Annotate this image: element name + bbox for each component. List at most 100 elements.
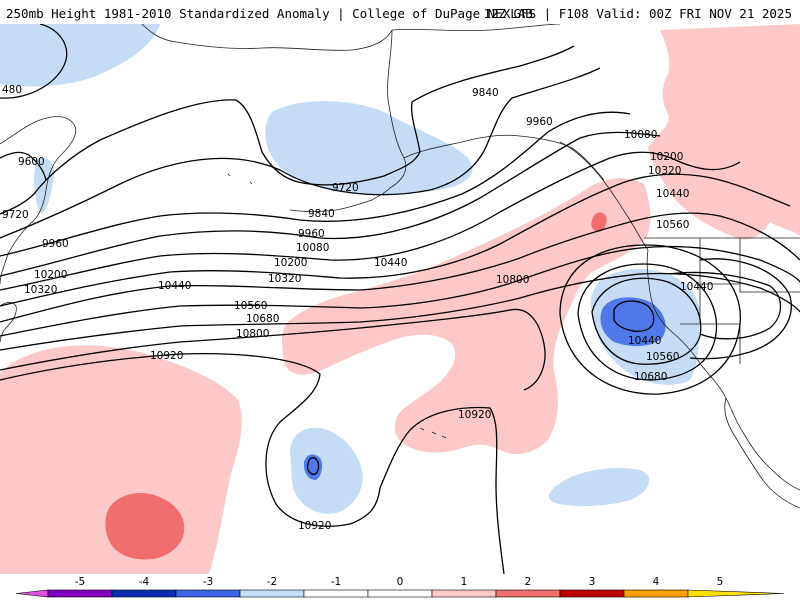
coastline-alaska-north (391, 24, 561, 31)
contour-9600 (0, 151, 47, 181)
contour-label: 10560 (234, 300, 267, 312)
contour-label: 10680 (634, 371, 667, 383)
map-header: 250mb Height 1981-2010 Standardized Anom… (0, 0, 800, 24)
contour-label: 10560 (646, 351, 679, 363)
coastline-alaska (141, 24, 605, 201)
positive-anomaly-canada (648, 24, 800, 240)
colorbar-tick-label: 2 (525, 576, 532, 588)
contour-9840 (0, 67, 601, 239)
contour-label: 10200 (274, 257, 307, 269)
contour-10680-cutoff (559, 244, 741, 395)
colorbar-tick-label: -4 (139, 576, 150, 588)
colorbar-segment (495, 589, 561, 598)
contour-label: 10800 (236, 328, 269, 340)
contour-labels: 480 9600 9720 9720 9840 9840 9960 9960 9… (2, 84, 713, 532)
contour-label: 10680 (246, 313, 279, 325)
contour-10560 (0, 245, 800, 337)
coastline-mexico-gulf (724, 397, 800, 509)
hawaii-islands (419, 427, 447, 439)
height-contours (0, 24, 800, 574)
coastline-west-us (646, 249, 800, 491)
contour-label: 10440 (680, 281, 713, 293)
contour-10800 (0, 308, 546, 391)
contour-label: 9720 (2, 209, 29, 221)
negative-anomaly-northwest-corner (0, 24, 160, 87)
contour-label: 10440 (158, 280, 191, 292)
contour-label: 10200 (34, 269, 67, 281)
colorbar-tick-label: -3 (203, 576, 213, 588)
map-panel: 480 9600 9720 9720 9840 9840 9960 9960 9… (0, 24, 800, 574)
contour-10320 (0, 173, 791, 307)
colorbar-segment (239, 589, 305, 598)
negative-anomaly-hawaii-low (290, 427, 363, 514)
negative-anomaly-california-core (600, 297, 666, 347)
contour-label: 10440 (628, 335, 661, 347)
colorbar-tick-label: 3 (589, 576, 596, 588)
state-borders (680, 238, 800, 364)
contour-label: 9840 (308, 208, 335, 220)
colorbar-graphic: -5 -4 -3 -2 -1 0 1 2 3 4 5 (15, 576, 785, 598)
contour-cal-inner (613, 300, 655, 332)
contour-label: 10440 (374, 257, 407, 269)
contour-label: 9960 (526, 116, 553, 128)
colorbar-tick-label: -1 (331, 576, 341, 588)
coastlines (0, 24, 800, 509)
colorbar-segment (175, 589, 241, 598)
contour-label: 10920 (150, 350, 183, 362)
contour-label: 10080 (624, 129, 657, 141)
positive-anomaly-central-pacific-core (105, 492, 185, 560)
contour-label: 10320 (648, 165, 681, 177)
negative-anomaly-southeast (548, 468, 650, 507)
contour-10440-cutoff (591, 277, 702, 365)
contour-10560-cutoff (577, 263, 718, 381)
coastline-bc-coast (559, 141, 649, 251)
contour-label: 10080 (296, 242, 329, 254)
contour-label: 9960 (42, 238, 69, 250)
contour-10560-east (689, 258, 792, 360)
contour-label: 480 (2, 84, 22, 96)
contour-label: 10320 (24, 284, 57, 296)
contour-9720-upper (0, 45, 575, 215)
colorbar-tick-label: 1 (461, 576, 468, 588)
contour-label: 9600 (18, 156, 45, 168)
colorbar-arrow-left (15, 589, 49, 598)
contour-9960 (0, 111, 631, 257)
contour-label: 10200 (650, 151, 683, 163)
colorbar-segment (111, 589, 177, 598)
negative-anomaly-aleutian-low (265, 101, 473, 195)
anomaly-map: 480 9600 9720 9720 9840 9840 9960 9960 9… (0, 24, 800, 574)
contour-label: 9840 (472, 87, 499, 99)
contour-10440 (0, 212, 800, 323)
coastline-kamchatka (0, 116, 77, 285)
contour-label: 10440 (656, 188, 689, 200)
colorbar-segment (367, 589, 433, 598)
contour-10080 (0, 131, 661, 277)
map-title: 250mb Height 1981-2010 Standardized Anom… (6, 6, 533, 21)
colorbar-tick-label: -2 (267, 576, 277, 588)
contour-label: 10800 (496, 274, 529, 286)
colorbar-segment (559, 589, 625, 598)
contour-label: 10560 (656, 219, 689, 231)
contour-9480 (0, 24, 68, 99)
colorbar-tick-label: 0 (397, 576, 404, 588)
colorbar-segment (431, 589, 497, 598)
contour-label: 9960 (298, 228, 325, 240)
contour-10440-east (669, 271, 782, 340)
colorbar-tick-label: 4 (653, 576, 660, 588)
colorbar-tick-label: 5 (717, 576, 724, 588)
colorbar-segment (623, 589, 689, 598)
contour-label: 10920 (458, 409, 491, 421)
contour-label: 9720 (332, 182, 359, 194)
colorbar-arrow-right (687, 589, 785, 598)
model-run-info: 12Z GFS | F108 Valid: 00Z FRI NOV 21 202… (483, 6, 792, 21)
colorbar: -5 -4 -3 -2 -1 0 1 2 3 4 5 (0, 574, 800, 600)
colorbar-tick-label: -5 (75, 576, 85, 588)
contour-label: 10320 (268, 273, 301, 285)
colorbar-segment (303, 589, 369, 598)
contour-10920-west (0, 353, 505, 574)
colorbar-segment (47, 589, 113, 598)
positive-anomaly-small-cell (591, 212, 607, 232)
negative-anomaly-kamchatka (34, 157, 55, 214)
contour-10200 (0, 151, 741, 291)
contour-label: 10920 (298, 520, 331, 532)
